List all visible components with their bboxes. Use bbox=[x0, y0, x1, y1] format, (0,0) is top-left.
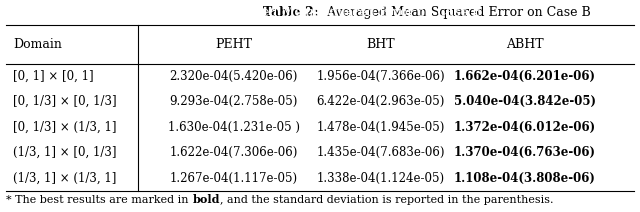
Text: 1.370e-04(6.763e-06): 1.370e-04(6.763e-06) bbox=[454, 146, 596, 159]
Text: 1.267e-04(1.117e-05): 1.267e-04(1.117e-05) bbox=[170, 172, 298, 185]
Text: ABHT: ABHT bbox=[506, 38, 543, 51]
Text: (1/3, 1] × (1/3, 1]: (1/3, 1] × (1/3, 1] bbox=[13, 172, 116, 185]
Text: Table 2:: Table 2: bbox=[263, 6, 319, 19]
Text: 1.435e-04(7.683e-06): 1.435e-04(7.683e-06) bbox=[317, 146, 445, 159]
Text: 1.108e-04(3.808e-06): 1.108e-04(3.808e-06) bbox=[454, 172, 596, 185]
Text: BHT: BHT bbox=[367, 38, 395, 51]
Text: * The best results are marked in: * The best results are marked in bbox=[6, 195, 193, 205]
Text: 9.293e-04(2.758e-05): 9.293e-04(2.758e-05) bbox=[170, 95, 298, 108]
Text: 1.630e-04(1.231e-05 ): 1.630e-04(1.231e-05 ) bbox=[168, 121, 300, 134]
Text: Table 2:  Averaged Mean Squared Error on Case B: Table 2: Averaged Mean Squared Error on … bbox=[159, 6, 481, 19]
Text: 1.956e-04(7.366e-06): 1.956e-04(7.366e-06) bbox=[317, 70, 445, 83]
Text: [0, 1] × [0, 1]: [0, 1] × [0, 1] bbox=[13, 70, 93, 83]
Text: 1.622e-04(7.306e-06): 1.622e-04(7.306e-06) bbox=[170, 146, 298, 159]
Text: 1.338e-04(1.124e-05): 1.338e-04(1.124e-05) bbox=[317, 172, 445, 185]
Text: PEHT: PEHT bbox=[215, 38, 252, 51]
Text: [0, 1/3] × (1/3, 1]: [0, 1/3] × (1/3, 1] bbox=[13, 121, 116, 134]
Text: 1.662e-04(6.201e-06): 1.662e-04(6.201e-06) bbox=[454, 70, 596, 83]
Text: 2.320e-04(5.420e-06): 2.320e-04(5.420e-06) bbox=[170, 70, 298, 83]
Text: Averaged Mean Squared Error on Case B: Averaged Mean Squared Error on Case B bbox=[319, 6, 591, 19]
Text: , and the standard deviation is reported in the parenthesis.: , and the standard deviation is reported… bbox=[220, 195, 554, 205]
Text: 1.372e-04(6.012e-06): 1.372e-04(6.012e-06) bbox=[454, 121, 596, 134]
Text: 6.422e-04(2.963e-05): 6.422e-04(2.963e-05) bbox=[317, 95, 445, 108]
Text: 1.478e-04(1.945e-05): 1.478e-04(1.945e-05) bbox=[317, 121, 445, 134]
Text: (1/3, 1] × [0, 1/3]: (1/3, 1] × [0, 1/3] bbox=[13, 146, 116, 159]
Text: [0, 1/3] × [0, 1/3]: [0, 1/3] × [0, 1/3] bbox=[13, 95, 116, 108]
Text: bold: bold bbox=[193, 194, 220, 205]
Text: Domain: Domain bbox=[13, 38, 61, 51]
Text: 5.040e-04(3.842e-05): 5.040e-04(3.842e-05) bbox=[454, 95, 596, 108]
